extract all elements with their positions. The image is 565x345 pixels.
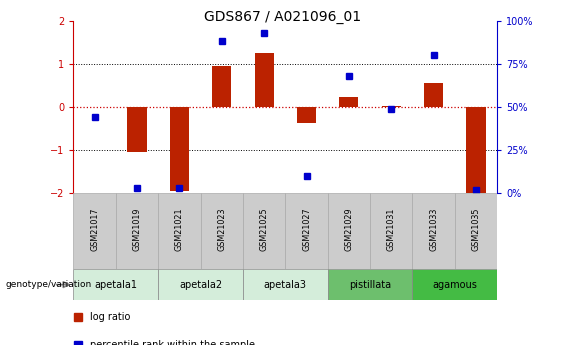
- Bar: [158, 193, 201, 269]
- Text: GSM21017: GSM21017: [90, 208, 99, 252]
- Text: GSM21021: GSM21021: [175, 208, 184, 252]
- Bar: [73, 193, 116, 269]
- Bar: [455, 193, 497, 269]
- Bar: [201, 193, 243, 269]
- Text: GSM21019: GSM21019: [133, 208, 141, 252]
- Bar: [382, 106, 401, 107]
- Bar: [243, 193, 285, 269]
- Bar: [73, 269, 158, 300]
- Text: GSM21023: GSM21023: [218, 208, 226, 252]
- Bar: [412, 269, 497, 300]
- Bar: [467, 107, 485, 193]
- Text: pistillata: pistillata: [349, 280, 391, 289]
- Text: percentile rank within the sample: percentile rank within the sample: [90, 340, 255, 345]
- Text: GSM21025: GSM21025: [260, 208, 268, 252]
- Text: agamous: agamous: [432, 280, 477, 289]
- Bar: [116, 193, 158, 269]
- Bar: [340, 98, 358, 107]
- Bar: [170, 107, 189, 191]
- Bar: [285, 193, 328, 269]
- Text: apetala3: apetala3: [264, 280, 307, 289]
- Text: GSM21033: GSM21033: [429, 208, 438, 251]
- Text: apetala1: apetala1: [94, 280, 137, 289]
- Text: apetala2: apetala2: [179, 280, 222, 289]
- Bar: [328, 193, 370, 269]
- Bar: [128, 107, 146, 152]
- Bar: [212, 66, 231, 107]
- Bar: [424, 83, 443, 107]
- Text: log ratio: log ratio: [90, 313, 131, 322]
- Text: genotype/variation: genotype/variation: [6, 280, 92, 289]
- Text: GDS867 / A021096_01: GDS867 / A021096_01: [204, 10, 361, 24]
- Text: GSM21035: GSM21035: [472, 208, 480, 252]
- Bar: [243, 269, 328, 300]
- Bar: [255, 53, 273, 107]
- Bar: [297, 107, 316, 124]
- Bar: [370, 193, 412, 269]
- Bar: [158, 269, 243, 300]
- Text: GSM21029: GSM21029: [345, 208, 353, 252]
- Bar: [328, 269, 412, 300]
- Text: GSM21031: GSM21031: [387, 208, 396, 251]
- Bar: [412, 193, 455, 269]
- Text: GSM21027: GSM21027: [302, 208, 311, 252]
